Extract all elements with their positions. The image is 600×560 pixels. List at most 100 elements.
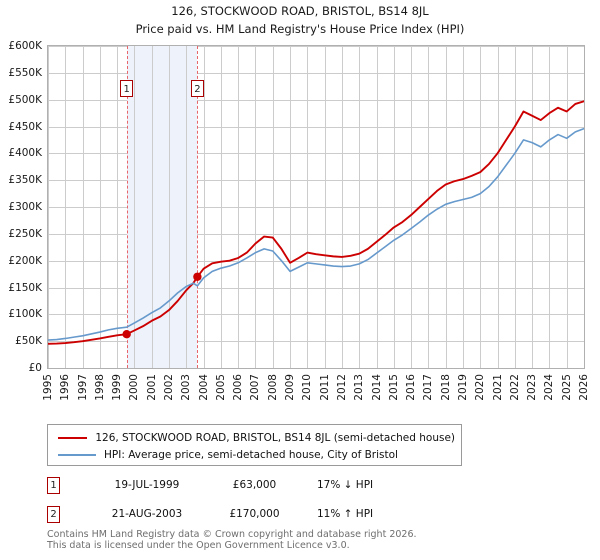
gridline-vertical bbox=[428, 46, 430, 368]
gridline-horizontal bbox=[48, 287, 584, 289]
gridline-vertical bbox=[445, 46, 447, 368]
transaction-price-1: £63,000 bbox=[232, 479, 277, 491]
transaction-price-2: £170,000 bbox=[229, 508, 280, 520]
chart-area: £0 £50K £100K £150K £200K £250K £300K £350K £400… bbox=[0, 40, 600, 401]
transaction-date-2: 21-AUG-2003 bbox=[111, 508, 183, 520]
gridline-vertical bbox=[203, 46, 205, 368]
y-axis-tick-label: £500K bbox=[8, 93, 42, 106]
legend-label-price-paid: 126, STOCKWOOD ROAD, BRISTOL, BS14 8JL (… bbox=[95, 431, 455, 444]
gridline-horizontal bbox=[48, 180, 584, 182]
table-row: 2 21-AUG-2003 £170,000 11% ↑ HPI bbox=[47, 503, 467, 525]
transaction-marker-2: 2 bbox=[47, 505, 60, 523]
x-axis-tick-label: 2008 bbox=[266, 374, 279, 401]
x-axis-tick-label: 2026 bbox=[578, 374, 590, 401]
x-axis-tick-label: 2019 bbox=[456, 374, 469, 401]
y-axis-tick-label: £100K bbox=[8, 308, 42, 321]
x-axis-tick-label: 2023 bbox=[526, 374, 539, 401]
x-axis-tick-label: 2010 bbox=[301, 374, 314, 401]
transaction-point-marker bbox=[193, 272, 202, 281]
legend-swatch-red-line-icon bbox=[58, 436, 88, 439]
gridline-vertical bbox=[151, 46, 153, 368]
y-axis-tick-label: £150K bbox=[8, 281, 42, 294]
footer-line-licence: This data is licensed under the Open Gov… bbox=[47, 540, 350, 551]
x-axis-tick-label: 1998 bbox=[93, 374, 106, 401]
x-axis-tick-label: 2007 bbox=[249, 374, 262, 401]
x-axis-tick-label: 2005 bbox=[214, 374, 227, 401]
hpi-line bbox=[48, 127, 584, 341]
gridline-horizontal bbox=[48, 99, 584, 101]
x-axis-tick-label: 2018 bbox=[439, 374, 452, 401]
gridline-vertical bbox=[65, 46, 67, 368]
y-axis-tick-label: £550K bbox=[8, 66, 42, 79]
x-axis-tick-label: 1996 bbox=[59, 374, 72, 401]
gridline-vertical bbox=[411, 46, 413, 368]
y-axis-tick-label: £350K bbox=[8, 174, 42, 187]
gridline-horizontal bbox=[48, 207, 584, 208]
gridline-horizontal bbox=[48, 233, 584, 235]
x-axis-tick-label: 2003 bbox=[180, 374, 193, 401]
gridline-vertical bbox=[376, 46, 378, 368]
gridline-vertical bbox=[48, 46, 49, 368]
gridline-horizontal bbox=[48, 126, 584, 128]
x-axis-tick-label: 2004 bbox=[197, 374, 210, 401]
gridline-horizontal bbox=[48, 260, 584, 262]
y-axis-tick-label: £50K bbox=[15, 335, 42, 348]
gridline-vertical bbox=[82, 46, 84, 368]
gridline-horizontal bbox=[48, 314, 584, 316]
gridline-vertical bbox=[480, 46, 482, 368]
gridline-vertical bbox=[324, 46, 326, 368]
gridline-vertical bbox=[186, 46, 188, 368]
transaction-vertical-line bbox=[197, 46, 199, 368]
chart-marker-2: 2 bbox=[190, 80, 204, 97]
footer-line-copyright: Contains HM Land Registry data © Crown c… bbox=[47, 529, 417, 540]
x-axis-tick-label: 2014 bbox=[370, 374, 383, 401]
x-axis-tick-label: 1995 bbox=[42, 374, 54, 401]
gridline-vertical bbox=[272, 46, 274, 368]
x-axis-tick-label: 1999 bbox=[111, 374, 124, 401]
gridline-vertical bbox=[462, 46, 464, 368]
gridline-vertical bbox=[359, 46, 361, 368]
transaction-date-1: 19-JUL-1999 bbox=[114, 479, 180, 491]
legend-label-hpi: HPI: Average price, semi-detached house,… bbox=[104, 448, 398, 461]
gridline-vertical bbox=[584, 46, 585, 368]
legend-item-hpi: HPI: Average price, semi-detached house,… bbox=[54, 446, 455, 463]
gridline-vertical bbox=[238, 46, 240, 368]
x-axis-tick-label: 2012 bbox=[335, 374, 348, 401]
x-axis-tick-label: 2001 bbox=[145, 374, 158, 401]
gridline-vertical bbox=[117, 46, 119, 368]
y-axis-tick-label: £250K bbox=[8, 227, 42, 240]
gridline-vertical bbox=[290, 46, 292, 368]
transaction-point-marker bbox=[122, 329, 131, 339]
page-title: 126, STOCKWOOD ROAD, BRISTOL, BS14 8JL P… bbox=[0, 0, 600, 37]
x-axis-tick-label: 2009 bbox=[284, 374, 297, 401]
table-row: 1 19-JUL-1999 £63,000 17% ↓ HPI bbox=[47, 474, 467, 496]
y-axis-tick-label: £600K bbox=[8, 40, 42, 52]
gridline-vertical bbox=[307, 46, 309, 368]
x-axis-tick-label: 2015 bbox=[387, 374, 400, 401]
footer-attribution: Contains HM Land Registry data © Crown c… bbox=[47, 529, 567, 551]
x-axis-labels: 1995 1996 1997 1998 1999 2000 2001 2002 2003 2004… bbox=[42, 372, 590, 418]
x-axis-tick-label: 2021 bbox=[491, 374, 504, 401]
x-axis-tick-label: 2025 bbox=[560, 374, 573, 401]
x-axis-tick-label: 2013 bbox=[353, 374, 366, 401]
legend-item-price-paid: 126, STOCKWOOD ROAD, BRISTOL, BS14 8JL (… bbox=[54, 429, 455, 446]
gridline-horizontal bbox=[48, 153, 584, 155]
series-lines bbox=[48, 100, 584, 345]
x-axis-tick-label: 2002 bbox=[163, 374, 176, 401]
gridline-vertical bbox=[134, 46, 136, 368]
chart-title: 126, STOCKWOOD ROAD, BRISTOL, BS14 8JL bbox=[171, 4, 429, 18]
transaction-marker-1: 1 bbox=[47, 476, 60, 494]
transaction-hpi-delta-2: 11% ↑ HPI bbox=[317, 508, 374, 520]
gridline-vertical bbox=[514, 46, 516, 368]
y-axis-tick-label: £450K bbox=[8, 120, 42, 133]
gridline-vertical bbox=[566, 46, 568, 368]
x-axis-tick-label: 2016 bbox=[405, 374, 418, 401]
gridline-vertical bbox=[532, 46, 534, 368]
x-axis-tick-label: 1997 bbox=[76, 374, 89, 401]
gridline-horizontal bbox=[48, 341, 584, 343]
gridline-vertical bbox=[497, 46, 499, 368]
y-axis-tick-label: £0 bbox=[28, 362, 42, 374]
chart-marker-1: 1 bbox=[120, 80, 134, 97]
x-axis-tick-label: 2006 bbox=[232, 374, 245, 401]
